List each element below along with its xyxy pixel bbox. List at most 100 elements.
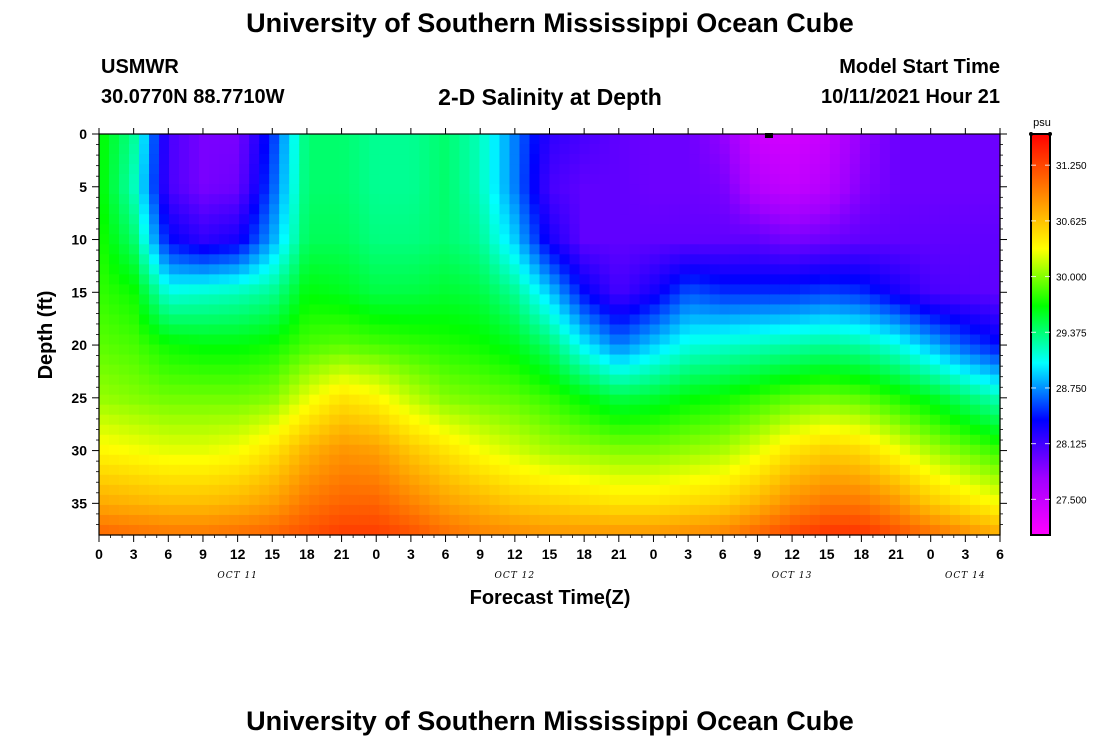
heatmap-cell	[849, 354, 861, 366]
heatmap-cell	[449, 474, 460, 486]
heatmap-cell	[809, 144, 821, 155]
heatmap-cell	[329, 374, 340, 386]
heatmap-cell	[899, 304, 911, 316]
heatmap-cell	[859, 204, 871, 215]
heatmap-cell	[629, 354, 641, 366]
heatmap-cell	[349, 164, 360, 175]
heatmap-cell	[449, 214, 460, 225]
heatmap-cell	[859, 284, 871, 296]
heatmap-cell	[199, 514, 210, 526]
heatmap-cell	[349, 524, 360, 536]
heatmap-cell	[169, 254, 180, 265]
heatmap-cell	[169, 314, 180, 326]
heatmap-cell	[549, 384, 561, 396]
heatmap-cell	[429, 464, 440, 476]
heatmap-cell	[709, 394, 721, 406]
heatmap-cell	[469, 374, 481, 386]
heatmap-cell	[949, 144, 961, 155]
heatmap-cell	[209, 494, 220, 506]
heatmap-cell	[789, 264, 801, 275]
heatmap-cell	[459, 134, 471, 145]
heatmap-cell	[949, 194, 961, 205]
heatmap-cell	[529, 424, 541, 436]
heatmap-cell	[409, 394, 420, 406]
heatmap-cell	[599, 304, 611, 316]
heatmap-cell	[849, 394, 861, 406]
heatmap-cell	[929, 394, 941, 406]
heatmap-cell	[779, 414, 791, 426]
heatmap-cell	[439, 284, 450, 296]
heatmap-cell	[789, 484, 801, 496]
heatmap-cell	[829, 264, 841, 275]
heatmap-cell	[949, 394, 961, 406]
heatmap-cell	[339, 424, 350, 436]
heatmap-cell	[869, 154, 881, 165]
heatmap-cell	[919, 524, 931, 536]
heatmap-cell	[349, 274, 360, 285]
heatmap-cell	[679, 334, 691, 346]
heatmap-cell	[899, 334, 911, 346]
heatmap-cell	[559, 294, 571, 306]
heatmap-cell	[519, 454, 531, 466]
heatmap-cell	[469, 424, 481, 436]
station-id: USMWR	[101, 56, 179, 78]
heatmap-cell	[309, 334, 320, 346]
heatmap-cell	[949, 414, 961, 426]
heatmap-cell	[479, 194, 491, 205]
heatmap-cell	[559, 444, 571, 456]
heatmap-cell	[159, 364, 170, 376]
heatmap-cell	[879, 484, 891, 496]
heatmap-cell	[109, 374, 120, 386]
heatmap-cell	[129, 174, 140, 185]
heatmap-cell	[199, 404, 210, 416]
heatmap-cell	[719, 214, 731, 225]
heatmap-cell	[189, 244, 200, 255]
heatmap-cell	[699, 324, 711, 336]
heatmap-cell	[469, 174, 481, 185]
heatmap-cell	[809, 354, 821, 366]
heatmap-cell	[869, 524, 881, 536]
heatmap-cell	[959, 294, 971, 306]
heatmap-cell	[169, 164, 180, 175]
heatmap-cell	[859, 474, 871, 486]
heatmap-cell	[859, 454, 871, 466]
heatmap-cell	[259, 344, 270, 356]
heatmap-cell	[499, 504, 511, 516]
colorbar: 31.25030.62530.00029.37528.75028.12527.5…	[1029, 132, 1087, 536]
heatmap-cell	[279, 234, 290, 245]
heatmap-cell	[919, 374, 931, 386]
heatmap-cell	[529, 154, 541, 165]
heatmap-cell	[329, 484, 340, 496]
heatmap-cell	[949, 184, 961, 195]
heatmap-cell	[469, 394, 481, 406]
heatmap-cell	[209, 524, 220, 536]
heatmap-cell	[129, 514, 140, 526]
heatmap-cell	[229, 214, 240, 225]
heatmap-cell	[689, 174, 701, 185]
heatmap-cell	[219, 154, 230, 165]
heatmap-cell	[729, 394, 741, 406]
heatmap-cell	[779, 204, 791, 215]
heatmap-cell	[729, 144, 741, 155]
heatmap-cell	[539, 244, 551, 255]
heatmap-cell	[429, 364, 440, 376]
heatmap-cell	[149, 134, 160, 145]
heatmap-cell	[569, 374, 581, 386]
heatmap-cell	[209, 264, 220, 275]
heatmap-cell	[259, 354, 270, 366]
heatmap-cell	[359, 424, 370, 436]
heatmap-cell	[269, 454, 280, 466]
heatmap-cell	[249, 434, 260, 446]
heatmap-cell	[389, 514, 400, 526]
heatmap-cell	[279, 424, 290, 436]
heatmap-cell	[869, 214, 881, 225]
heatmap-cell	[299, 254, 310, 265]
heatmap-cell	[109, 364, 120, 376]
heatmap-cell	[619, 394, 631, 406]
heatmap-cell	[719, 424, 731, 436]
heatmap-cell	[959, 484, 971, 496]
heatmap-cell	[139, 234, 150, 245]
heatmap-cell	[789, 174, 801, 185]
heatmap-cell	[669, 174, 681, 185]
heatmap-cell	[969, 344, 981, 356]
